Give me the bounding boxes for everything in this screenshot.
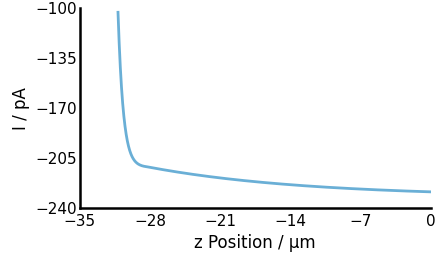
X-axis label: z Position / µm: z Position / µm	[194, 234, 316, 252]
Y-axis label: I / pA: I / pA	[12, 87, 30, 129]
